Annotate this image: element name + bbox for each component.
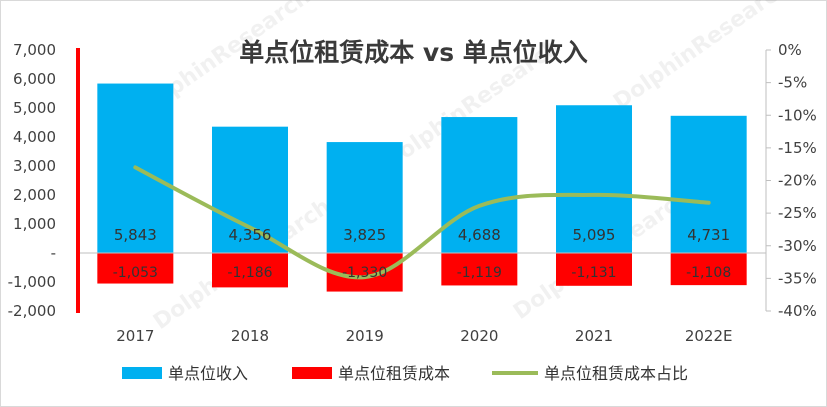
rent-cost-bar [212, 253, 288, 288]
left-tick-label: 6,000 [13, 70, 56, 88]
income-bar [326, 142, 403, 253]
legend-label-income: 单点位收入 [168, 364, 248, 383]
left-tick-label: -1,000 [8, 273, 56, 291]
left-tick-label: -2,000 [8, 302, 56, 320]
income-bar [670, 115, 747, 254]
income-bar [441, 117, 518, 253]
right-tick-label: -10% [778, 106, 817, 124]
right-axis-ticks: 0% -5% -10% -15% -20% -25% -30% -35% -40% [766, 41, 817, 320]
income-value-label: 3,825 [343, 226, 386, 244]
left-tick-label: - [51, 244, 56, 262]
left-tick-label: 7,000 [13, 41, 56, 59]
rent-cost-bar [326, 253, 403, 292]
legend-swatch-rent-cost [292, 367, 332, 379]
rent-cost-value-label: -1,330 [342, 265, 387, 281]
income-bar [556, 105, 632, 254]
x-tick-label: 2020 [460, 327, 498, 345]
rent-cost-bar [670, 253, 747, 286]
right-tick-label: -35% [778, 269, 817, 287]
rent-cost-bar [556, 253, 632, 286]
rent-cost-bars [97, 253, 747, 292]
legend: 单点位收入 单点位租赁成本 单点位租赁成本占比 [122, 364, 688, 383]
legend-label-rent-cost: 单点位租赁成本 [338, 364, 450, 383]
right-tick-label: -5% [778, 74, 807, 92]
right-tick-label: -40% [778, 302, 817, 320]
right-tick-label: -30% [778, 237, 817, 255]
left-axis-ticks: 7,000 6,000 5,000 4,000 3,000 2,000 1,000 - -1,0… [8, 41, 56, 320]
x-tick-label: 2017 [116, 327, 154, 345]
income-value-label: 4,356 [229, 226, 272, 244]
right-tick-label: -20% [778, 172, 817, 190]
right-tick-label: -25% [778, 204, 817, 222]
right-tick-label: -15% [778, 139, 817, 157]
rent-ratio-line [133, 165, 711, 280]
rent-cost-value-label: -1,186 [227, 265, 272, 281]
income-value-label: 5,843 [114, 226, 157, 244]
rent-cost-bar [97, 253, 174, 284]
right-tick-label: 0% [778, 41, 802, 59]
left-tick-label: 1,000 [13, 215, 56, 233]
left-tick-label: 5,000 [13, 99, 56, 117]
left-tick-label: 4,000 [13, 128, 56, 146]
x-tick-label: 2021 [575, 327, 613, 345]
income-value-label: 4,731 [687, 226, 730, 244]
x-tick-label: 2018 [231, 327, 269, 345]
rent-cost-value-label: -1,119 [457, 265, 502, 281]
left-tick-label: 3,000 [13, 157, 56, 175]
legend-swatch-income [122, 367, 162, 379]
rent-cost-value-label: -1,053 [113, 265, 158, 281]
data-labels: 5,843 4,356 3,825 4,688 5,095 4,731 -1,053 -1,1… [113, 226, 731, 281]
rent-cost-value-label: -1,131 [571, 265, 616, 281]
legend-label-ratio: 单点位租赁成本占比 [544, 364, 688, 383]
income-value-label: 4,688 [458, 226, 501, 244]
x-tick-label: 2022E [685, 327, 733, 345]
income-bars [97, 83, 747, 254]
rent-cost-bar [441, 253, 518, 286]
chart-title: 单点位租赁成本 vs 单点位收入 [239, 38, 588, 67]
left-tick-label: 2,000 [13, 186, 56, 204]
rent-cost-value-label: -1,108 [686, 265, 731, 281]
x-tick-label: 2019 [346, 327, 384, 345]
income-value-label: 5,095 [573, 226, 616, 244]
income-bar [212, 126, 288, 253]
watermark-text: DolphinResearch [609, 0, 795, 115]
x-axis-ticks: 2017 2018 2019 2020 2021 2022E [116, 327, 732, 345]
